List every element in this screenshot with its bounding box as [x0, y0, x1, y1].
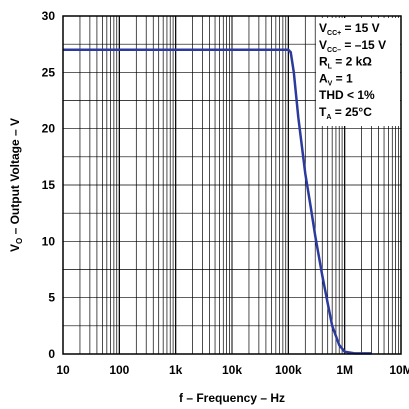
y-tick-label: 15	[42, 178, 56, 192]
annotation-line: VCC+ = 15 V	[319, 21, 380, 37]
x-tick-label: 10M	[389, 363, 409, 377]
annotation-line: VCC– = –15 V	[319, 38, 386, 54]
y-tick-labels: 0 5 10 15 20 25 30	[42, 9, 56, 361]
annotation-sub: CC+	[327, 30, 341, 37]
y-axis-label-sub: O	[15, 238, 24, 244]
y-tick-label: 10	[42, 234, 56, 248]
y-tick-label: 5	[48, 291, 55, 305]
annotation-rest: = 25°C	[331, 105, 372, 119]
x-tick-labels: 10 100 1k 10k 100k 1M 10M	[56, 363, 409, 377]
y-tick-label: 25	[42, 65, 56, 79]
x-tick-label: 10	[56, 363, 70, 377]
annotation-main: V	[319, 38, 327, 52]
y-tick-label: 0	[48, 347, 55, 361]
annotation-sub: CC–	[327, 47, 341, 54]
annotation-background	[316, 18, 400, 126]
annotation-rest: = 15 V	[341, 21, 379, 35]
series-line	[63, 48, 372, 355]
annotation-line: THD < 1%	[319, 88, 375, 102]
y-axis-label-rest: – Output Voltage – V	[8, 118, 22, 238]
annotation-sub: L	[328, 64, 333, 71]
annotation-line: TA = 25°C	[319, 105, 372, 121]
annotation-main: V	[319, 21, 327, 35]
series	[63, 48, 372, 355]
annotation-main: A	[319, 71, 328, 85]
y-axis-label: VO – Output Voltage – V	[8, 118, 24, 252]
x-tick-label: 10k	[222, 363, 242, 377]
y-tick-label: 20	[42, 122, 56, 136]
plot-frame	[62, 15, 402, 355]
x-tick-label: 100	[109, 363, 129, 377]
x-axis-label: f – Frequency – Hz	[179, 391, 285, 405]
annotation-main: THD < 1%	[319, 88, 375, 102]
x-tick-label: 1M	[336, 363, 353, 377]
annotation-sub: A	[326, 114, 331, 121]
annotation-main: R	[319, 55, 328, 69]
y-tick-label: 30	[42, 9, 56, 23]
y-axis-label-main: V	[8, 244, 22, 252]
x-tick-label: 100k	[275, 363, 302, 377]
x-tick-label: 1k	[169, 363, 183, 377]
annotation-sub: V	[328, 80, 333, 87]
annotation-rest: = 1	[332, 71, 353, 85]
annotation-line: RL = 2 kΩ	[319, 55, 372, 71]
annotation-rest: = –15 V	[341, 38, 386, 52]
annotation-line: AV = 1	[319, 71, 353, 87]
annotation-main: T	[319, 105, 327, 119]
annotation-rest: = 2 kΩ	[332, 55, 372, 69]
